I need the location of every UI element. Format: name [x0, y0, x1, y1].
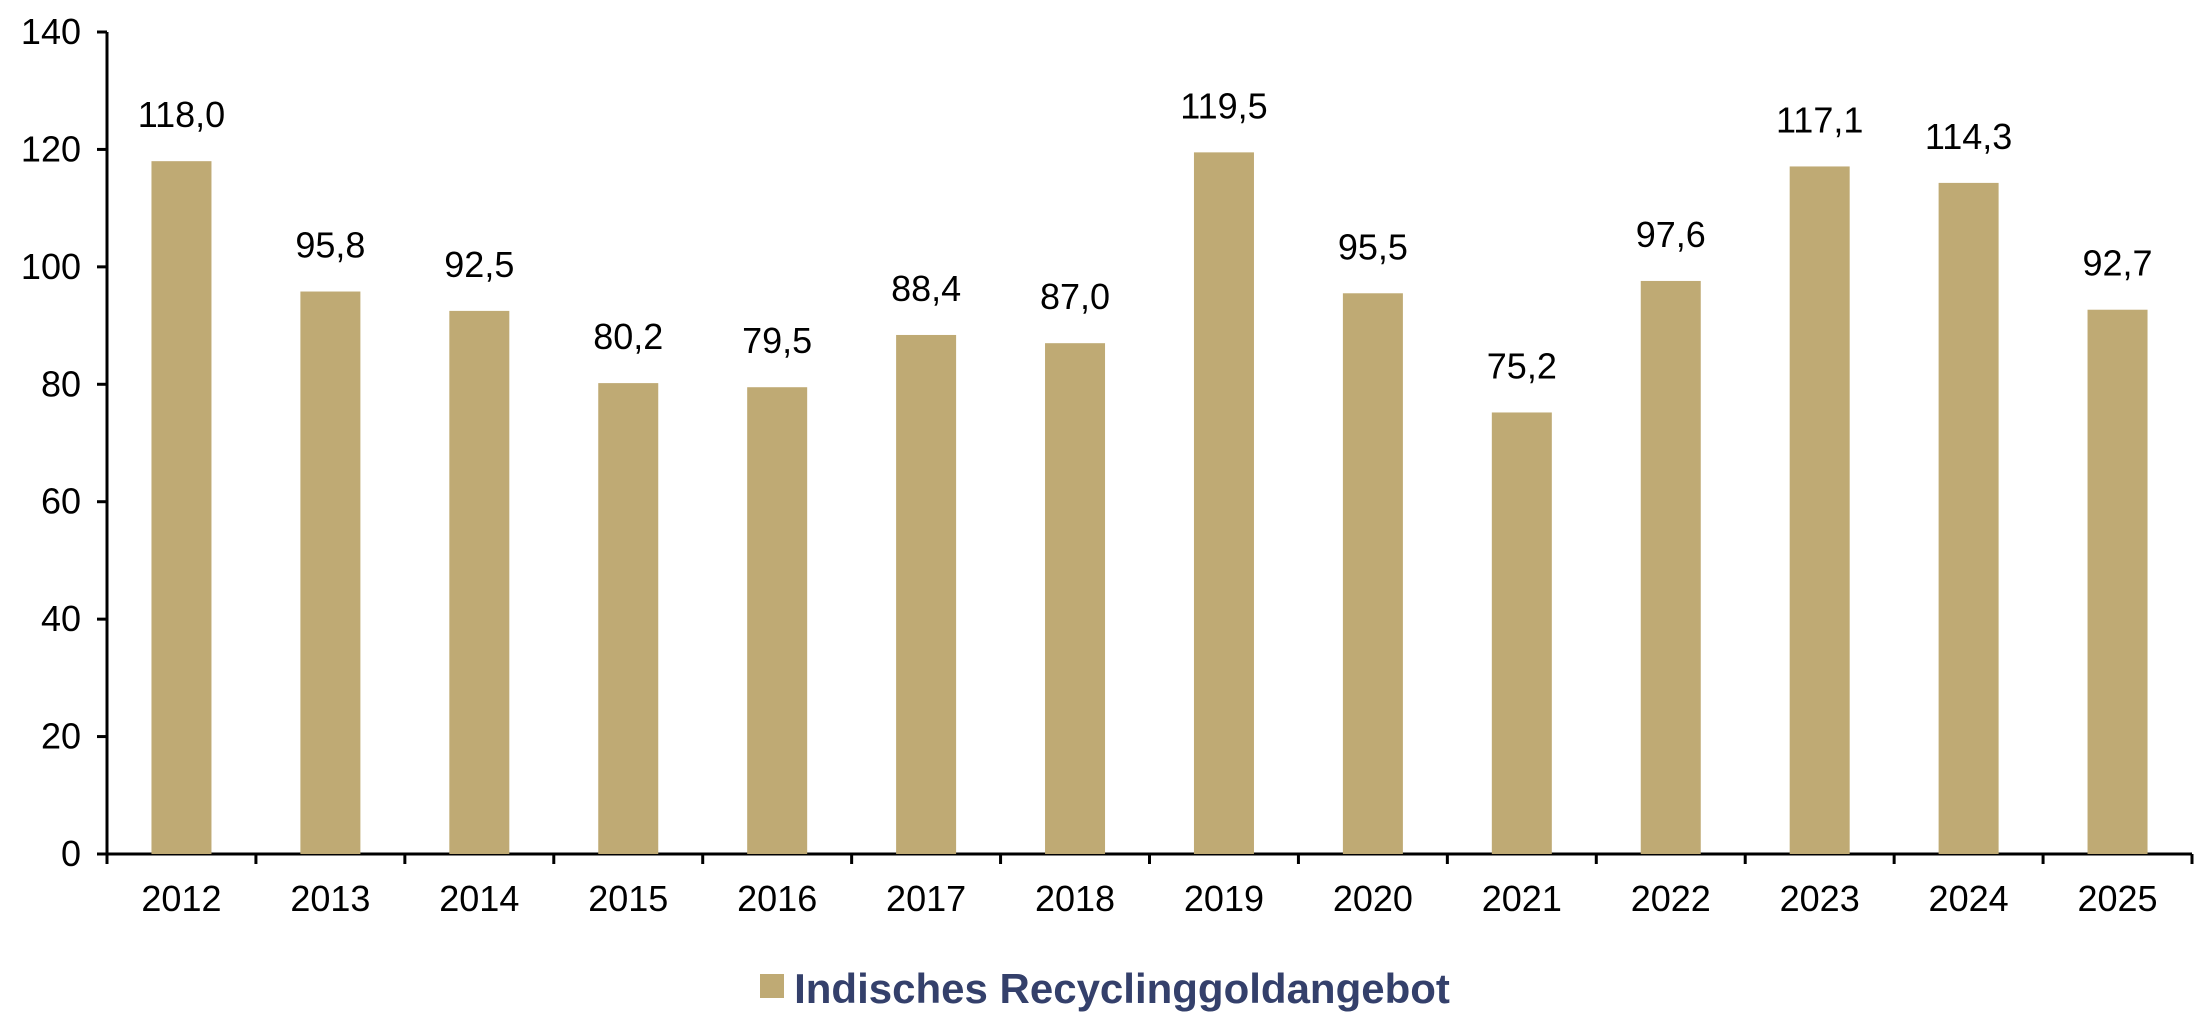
- x-tick-label-2014: 2014: [439, 878, 519, 919]
- data-labels: 118,0 95,8 92,5 80,2 79,5 88,4 87,0 119,5 95,5 75…: [138, 85, 2153, 386]
- data-label-2018: 87,0: [1040, 276, 1110, 317]
- y-tick-label: 120: [21, 128, 81, 169]
- bar-2019: [1193, 152, 1254, 855]
- x-tick-label-2020: 2020: [1333, 878, 1413, 919]
- x-tick-label-2016: 2016: [737, 878, 817, 919]
- bar-2018: [1045, 343, 1106, 854]
- data-label-2014: 92,5: [444, 244, 514, 285]
- bar-2024: [1938, 182, 1999, 854]
- bar-2021: [1491, 412, 1552, 854]
- data-label-2022: 97,6: [1636, 214, 1706, 255]
- y-tick-label: 0: [61, 833, 81, 874]
- data-label-2024: 114,3: [1925, 116, 2012, 157]
- x-tick-label-2013: 2013: [290, 878, 370, 919]
- data-label-2019: 119,5: [1180, 85, 1267, 126]
- x-tick-label-2023: 2023: [1780, 878, 1860, 919]
- x-tick-label-2018: 2018: [1035, 878, 1115, 919]
- y-tick-label: 100: [21, 246, 81, 287]
- y-tick-label: 40: [41, 598, 81, 639]
- legend-label: Indisches Recyclinggoldangebot: [794, 965, 1450, 1012]
- data-label-2017: 88,4: [891, 268, 961, 309]
- bar-2016: [747, 387, 808, 854]
- x-tick-label-2015: 2015: [588, 878, 668, 919]
- legend-swatch: [760, 974, 785, 998]
- bar-2012: [151, 161, 212, 854]
- bar-2017: [896, 334, 957, 855]
- x-tick-label-2012: 2012: [141, 878, 221, 919]
- data-label-2016: 79,5: [742, 320, 812, 361]
- data-label-2015: 80,2: [593, 316, 663, 357]
- y-tick-label: 80: [41, 363, 81, 404]
- bar-2023: [1789, 166, 1850, 855]
- data-label-2013: 95,8: [295, 225, 365, 266]
- y-axis: 0 20 40 60 80 100 120 140: [21, 11, 109, 874]
- bar-2014: [449, 310, 510, 855]
- bar-2013: [300, 291, 361, 854]
- data-label-2012: 118,0: [138, 94, 225, 135]
- x-tick-label-2022: 2022: [1631, 878, 1711, 919]
- bar-2015: [598, 383, 659, 854]
- y-tick-label: 20: [41, 716, 81, 757]
- x-axis: 2012 2013 2014 2015 2016 2017 2018 2019 2020 2021…: [105, 852, 2194, 919]
- y-tick-label: 60: [41, 481, 81, 522]
- y-tick-label: 140: [21, 11, 81, 52]
- x-tick-label-2024: 2024: [1929, 878, 2009, 919]
- x-tick-label-2021: 2021: [1482, 878, 1562, 919]
- x-tick-label-2025: 2025: [2077, 878, 2157, 919]
- data-label-2025: 92,7: [2082, 243, 2152, 284]
- legend: Indisches Recyclinggoldangebot: [0, 965, 2210, 1013]
- bar-2025: [2087, 309, 2148, 854]
- bar-2022: [1640, 280, 1701, 854]
- bar-2020: [1342, 293, 1403, 854]
- data-label-2020: 95,5: [1338, 226, 1408, 267]
- data-label-2023: 117,1: [1776, 99, 1863, 140]
- bars: [151, 152, 2148, 855]
- x-tick-label-2019: 2019: [1184, 878, 1264, 919]
- x-tick-label-2017: 2017: [886, 878, 966, 919]
- data-label-2021: 75,2: [1487, 345, 1557, 386]
